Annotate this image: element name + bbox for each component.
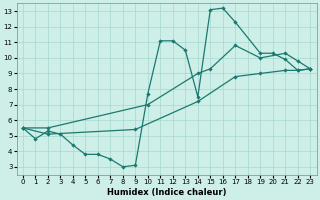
X-axis label: Humidex (Indice chaleur): Humidex (Indice chaleur) (107, 188, 226, 197)
